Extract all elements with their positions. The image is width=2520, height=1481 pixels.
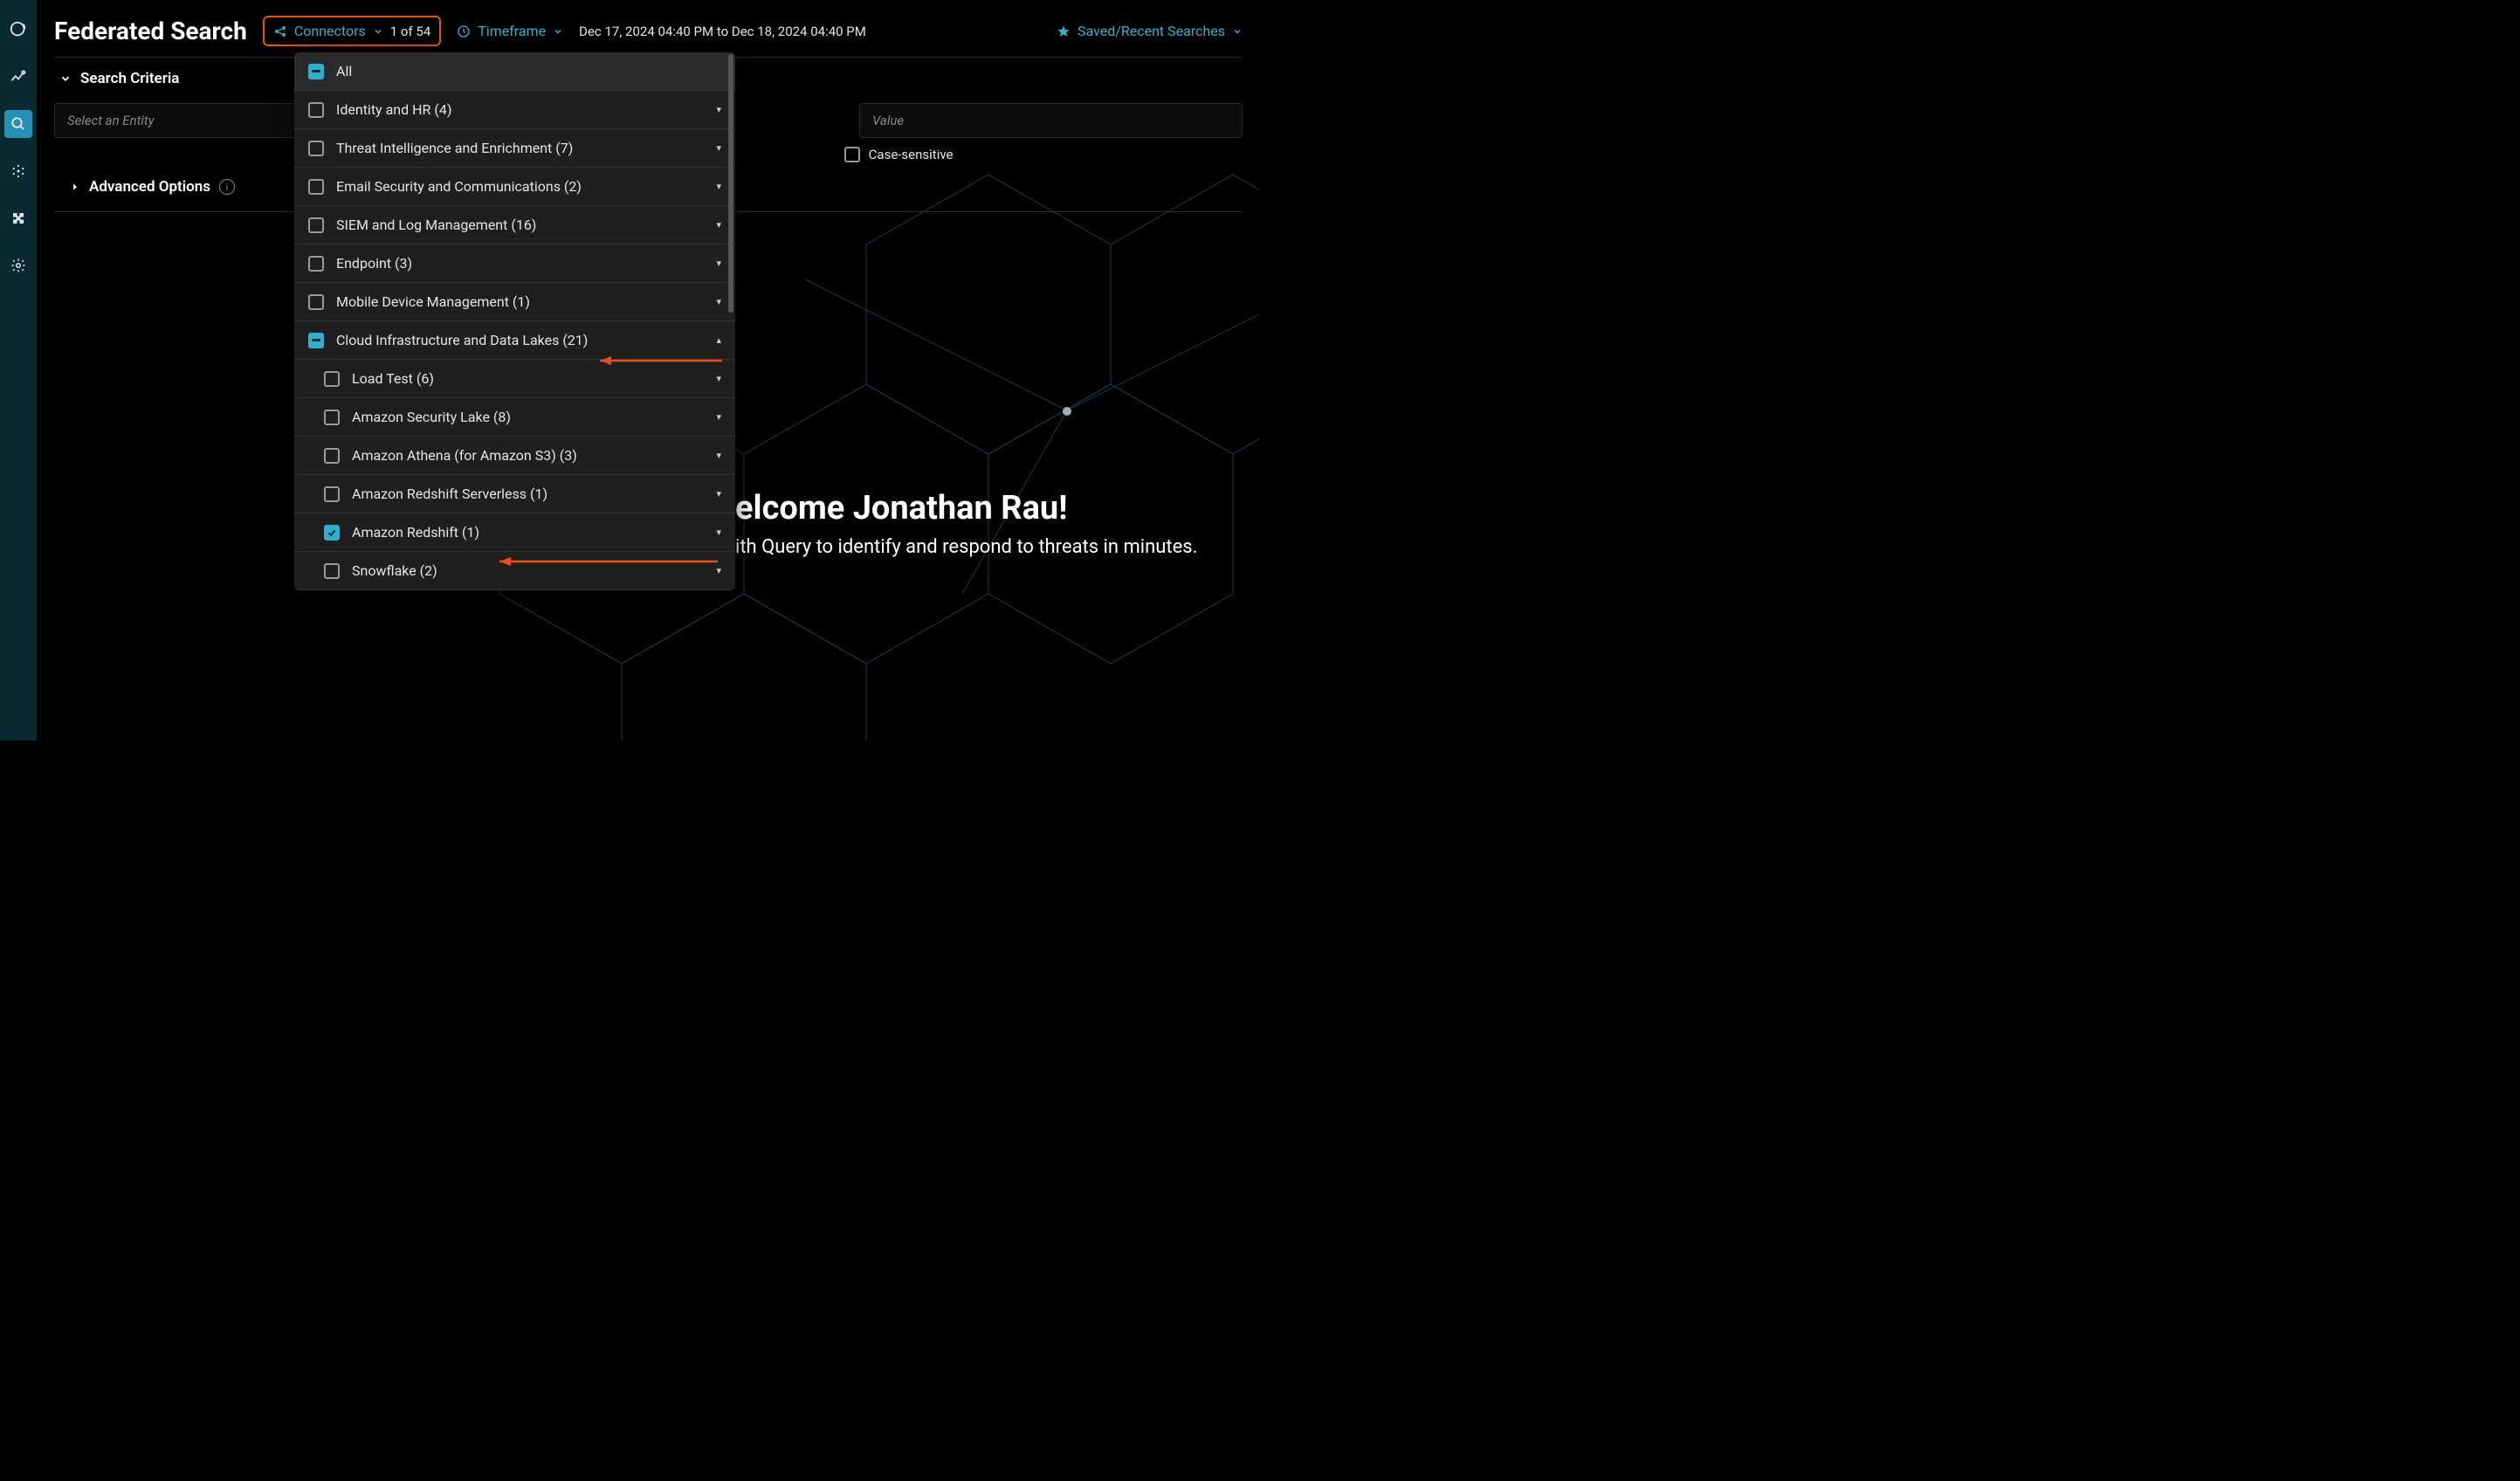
dropdown-group-label: Threat Intelligence and Enrichment (7) xyxy=(336,140,573,156)
chevron-up-icon[interactable]: ▴ xyxy=(716,334,721,346)
checkbox[interactable] xyxy=(308,294,324,310)
dropdown-group-label: Mobile Device Management (1) xyxy=(336,293,530,310)
dropdown-subitem[interactable]: Amazon Security Lake (8) ▾ xyxy=(294,398,735,437)
header-row: Federated Search Connectors 1 of 54 Time… xyxy=(37,0,1260,57)
dropdown-group[interactable]: Endpoint (3) ▾ xyxy=(294,245,735,283)
checkbox[interactable] xyxy=(324,371,340,387)
checkbox-indeterminate[interactable] xyxy=(308,64,324,79)
star-icon xyxy=(1057,24,1071,38)
checkbox[interactable] xyxy=(308,217,324,233)
logo-icon[interactable] xyxy=(4,16,32,44)
chevron-down-icon xyxy=(373,26,383,37)
chevron-down-icon[interactable]: ▾ xyxy=(716,488,721,499)
scrollbar[interactable] xyxy=(728,54,733,313)
clock-icon xyxy=(457,24,471,38)
dropdown-subitem-label: Amazon Redshift Serverless (1) xyxy=(352,486,547,502)
chevron-down-icon xyxy=(59,72,72,85)
gear-icon[interactable] xyxy=(4,251,32,279)
value-placeholder: Value xyxy=(872,113,904,128)
dropdown-subitem-label: Amazon Redshift (1) xyxy=(352,524,479,541)
chevron-down-icon[interactable]: ▾ xyxy=(716,411,721,423)
dropdown-subitem-label: Snowflake (2) xyxy=(352,562,437,579)
timeframe-value: Dec 17, 2024 04:40 PM to Dec 18, 2024 04… xyxy=(579,24,866,39)
dropdown-all[interactable]: All xyxy=(294,52,735,91)
dropdown-group[interactable]: Cloud Infrastructure and Data Lakes (21)… xyxy=(294,321,735,360)
analytics-icon[interactable] xyxy=(4,63,32,91)
dropdown-subitem-label: Load Test (6) xyxy=(352,370,434,387)
dropdown-group[interactable]: SIEM and Log Management (16) ▾ xyxy=(294,206,735,245)
connectors-count: 1 of 54 xyxy=(390,24,431,39)
checkbox[interactable] xyxy=(308,333,324,348)
dropdown-group[interactable]: Email Security and Communications (2) ▾ xyxy=(294,168,735,206)
welcome-subtitle: ith Query to identify and respond to thr… xyxy=(735,536,1197,558)
saved-searches-selector[interactable]: Saved/Recent Searches xyxy=(1057,23,1243,39)
info-icon[interactable]: i xyxy=(219,179,235,195)
graph-node-dot xyxy=(1063,407,1071,416)
checkbox[interactable] xyxy=(308,256,324,272)
puzzle-icon[interactable] xyxy=(4,204,32,232)
chevron-down-icon xyxy=(1232,26,1243,37)
dropdown-group-label: Endpoint (3) xyxy=(336,255,412,272)
asterisk-icon[interactable] xyxy=(4,157,32,185)
dropdown-group[interactable]: Mobile Device Management (1) ▾ xyxy=(294,283,735,321)
connectors-label: Connectors xyxy=(294,23,366,39)
share-icon xyxy=(273,24,287,38)
dropdown-subitem[interactable]: Amazon Redshift Serverless (1) ▾ xyxy=(294,475,735,513)
chevron-down-icon[interactable]: ▾ xyxy=(716,296,721,307)
checkbox[interactable] xyxy=(324,448,340,464)
dropdown-subitem-label: Amazon Security Lake (8) xyxy=(352,409,511,425)
case-sensitive-label: Case-sensitive xyxy=(869,147,954,162)
connectors-dropdown: All Identity and HR (4)▾Threat Intellige… xyxy=(294,52,735,590)
chevron-down-icon xyxy=(553,26,563,37)
chevron-down-icon[interactable]: ▾ xyxy=(716,450,721,461)
entity-placeholder: Select an Entity xyxy=(67,113,155,128)
dropdown-group-label: Email Security and Communications (2) xyxy=(336,178,582,195)
connectors-selector[interactable]: Connectors 1 of 54 xyxy=(263,16,441,46)
checkbox[interactable] xyxy=(308,141,324,156)
checkbox[interactable] xyxy=(308,179,324,195)
checkbox[interactable] xyxy=(324,563,340,579)
dropdown-subitem[interactable]: Amazon Athena (for Amazon S3) (3) ▾ xyxy=(294,437,735,475)
page-title: Federated Search xyxy=(54,17,247,45)
search-icon[interactable] xyxy=(4,110,32,138)
dropdown-subitem[interactable]: Load Test (6) ▾ xyxy=(294,360,735,398)
welcome-block: elcome Jonathan Rau! ith Query to identi… xyxy=(735,489,1197,558)
chevron-down-icon[interactable]: ▾ xyxy=(716,142,721,154)
dropdown-group[interactable]: Threat Intelligence and Enrichment (7) ▾ xyxy=(294,129,735,168)
chevron-right-icon xyxy=(70,182,80,192)
chevron-down-icon[interactable]: ▾ xyxy=(716,258,721,269)
case-sensitive-checkbox[interactable] xyxy=(844,147,860,162)
dropdown-group-label: Identity and HR (4) xyxy=(336,101,451,118)
app-sidebar xyxy=(0,0,37,740)
dropdown-subitem[interactable]: Snowflake (2) ▾ xyxy=(294,552,735,590)
chevron-down-icon[interactable]: ▾ xyxy=(716,565,721,576)
timeframe-selector[interactable]: Timeframe xyxy=(457,23,563,39)
checkbox[interactable] xyxy=(324,486,340,502)
checkbox[interactable] xyxy=(308,102,324,118)
main-content: Federated Search Connectors 1 of 54 Time… xyxy=(37,0,1260,740)
chevron-down-icon[interactable]: ▾ xyxy=(716,104,721,115)
dropdown-subitem-label: Amazon Athena (for Amazon S3) (3) xyxy=(352,447,577,464)
welcome-title: elcome Jonathan Rau! xyxy=(735,489,1197,527)
checkbox[interactable] xyxy=(324,525,340,541)
dropdown-group-label: Cloud Infrastructure and Data Lakes (21) xyxy=(336,332,588,348)
search-criteria-title: Search Criteria xyxy=(80,70,179,87)
chevron-down-icon[interactable]: ▾ xyxy=(716,373,721,384)
timeframe-label: Timeframe xyxy=(478,23,546,39)
dropdown-subitem[interactable]: Amazon Redshift (1) ▾ xyxy=(294,513,735,552)
advanced-options-title: Advanced Options xyxy=(89,178,210,196)
dropdown-group-label: SIEM and Log Management (16) xyxy=(336,217,536,233)
saved-label: Saved/Recent Searches xyxy=(1078,23,1225,39)
chevron-down-icon[interactable]: ▾ xyxy=(716,219,721,231)
checkbox[interactable] xyxy=(324,410,340,425)
dropdown-all-label: All xyxy=(336,63,352,79)
chevron-down-icon[interactable]: ▾ xyxy=(716,181,721,192)
dropdown-group[interactable]: Identity and HR (4) ▾ xyxy=(294,91,735,129)
chevron-down-icon[interactable]: ▾ xyxy=(716,527,721,538)
value-input[interactable]: Value xyxy=(859,103,1243,138)
